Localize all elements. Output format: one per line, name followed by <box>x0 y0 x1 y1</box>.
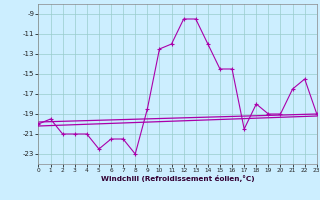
X-axis label: Windchill (Refroidissement éolien,°C): Windchill (Refroidissement éolien,°C) <box>101 175 254 182</box>
